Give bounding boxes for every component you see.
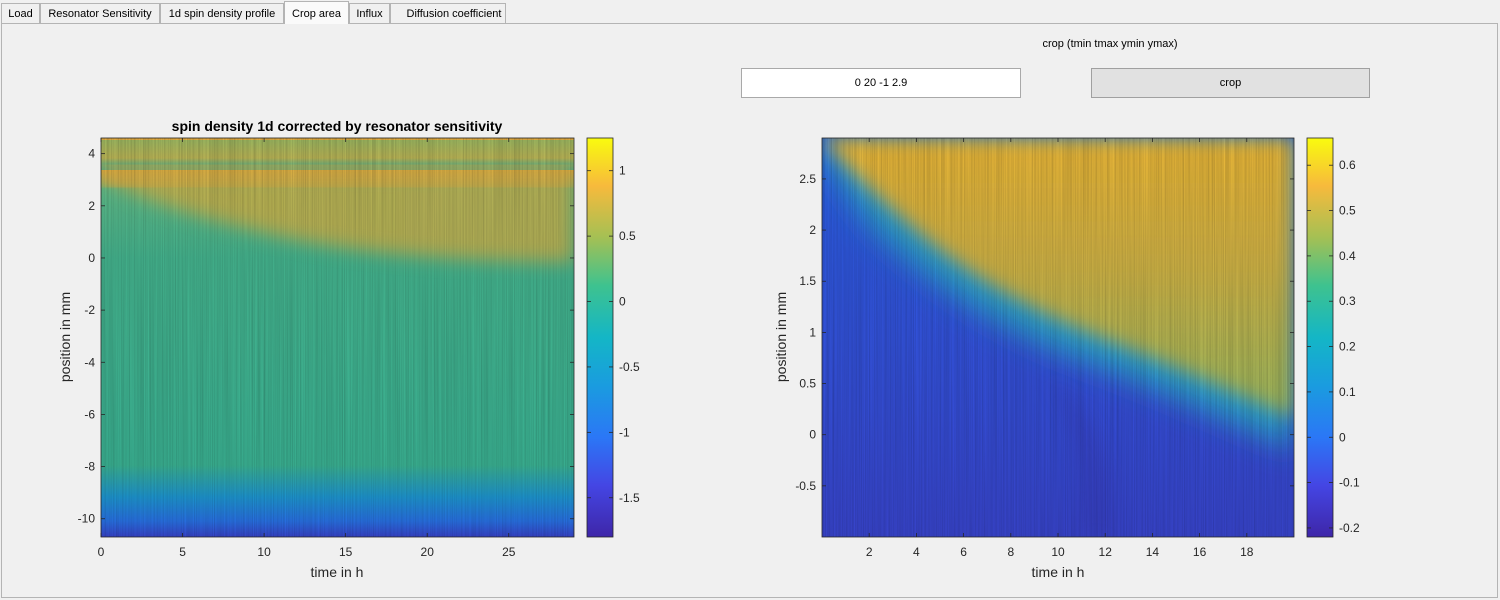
- x-tick-label: 14: [1146, 545, 1160, 559]
- y-tick-label: 4: [88, 147, 95, 161]
- colorbar-tick-label: 0.2: [1339, 340, 1356, 354]
- colorbar-tick-label: 0.6: [1339, 158, 1356, 172]
- crop-label: crop (tmin tmax ymin ymax): [1042, 38, 1178, 50]
- colorbar-tick-label: 0.4: [1339, 249, 1356, 263]
- x-tick-label: 2: [866, 545, 873, 559]
- colorbar-tick-label: -0.2: [1339, 521, 1360, 535]
- colorbar-tick-label: 0.5: [619, 229, 636, 243]
- heatmap-2: 2 4 6 8 10 12 14 16 18 2.5 2 1.5 1 0.5 0 -0.5 time in h…: [773, 137, 1360, 580]
- heatmap-1-axes-box: [100, 137, 575, 538]
- colorbar-tick-label: 0.3: [1339, 294, 1356, 308]
- y-tick-label: 0: [809, 428, 816, 442]
- colorbar-tick-label: 0.5: [1339, 204, 1356, 218]
- heatmap-1-xlabel: time in h: [311, 564, 364, 580]
- tab-influx[interactable]: Influx: [349, 3, 390, 23]
- colorbar-tick-label: -0.1: [1339, 476, 1360, 490]
- y-tick-label: -0.5: [795, 479, 816, 493]
- tab-diffusion-coefficient[interactable]: Diffusion coefficient: [390, 3, 506, 23]
- y-tick-label: 1.5: [799, 274, 816, 288]
- heatmap-2-ylabel: position in mm: [773, 292, 789, 382]
- crop-button[interactable]: crop: [1091, 68, 1370, 98]
- x-tick-label: 15: [339, 545, 353, 559]
- tab-1d-spin-density-profile[interactable]: 1d spin density profile: [160, 3, 284, 23]
- colorbar-tick-label: -1.5: [619, 491, 640, 505]
- x-tick-label: 10: [257, 545, 271, 559]
- x-tick-label: 18: [1240, 545, 1254, 559]
- x-tick-label: 16: [1193, 545, 1207, 559]
- x-tick-label: 25: [502, 545, 516, 559]
- colorbar-tick-label: 0: [1339, 430, 1346, 444]
- x-tick-label: 5: [179, 545, 186, 559]
- y-tick-label: -8: [84, 460, 95, 474]
- x-tick-label: 12: [1099, 545, 1113, 559]
- y-tick-label: 0.5: [799, 377, 816, 391]
- y-tick-label: -2: [84, 303, 95, 317]
- tab-load[interactable]: Load: [1, 3, 40, 23]
- y-tick-label: -10: [78, 512, 96, 526]
- heatmap-2-xlabel: time in h: [1032, 564, 1085, 580]
- y-tick-label: -4: [84, 355, 95, 369]
- colorbar-1: [586, 137, 614, 538]
- heatmap-1-title: spin density 1d corrected by resonator s…: [172, 118, 503, 134]
- colorbar-tick-label: 1: [619, 164, 626, 178]
- y-tick-label: 0: [88, 251, 95, 265]
- tab-resonator-sensitivity[interactable]: Resonator Sensitivity: [40, 3, 160, 23]
- x-tick-label: 20: [421, 545, 435, 559]
- heatmap-2-axes: 2 4 6 8 10 12 14 16 18 2.5 2 1.5 1 0.5 0 -0.5: [795, 138, 1294, 559]
- x-tick-label: 0: [98, 545, 105, 559]
- heatmap-1-texture: [101, 138, 574, 537]
- x-tick-label: 10: [1051, 545, 1065, 559]
- y-tick-label: 1: [809, 325, 816, 339]
- colorbar-tick-label: 0.1: [1339, 385, 1356, 399]
- crop-input[interactable]: [741, 68, 1021, 98]
- x-tick-label: 4: [913, 545, 920, 559]
- colorbar-1-ticks: 1 0.5 0 -0.5 -1 -1.5: [587, 164, 640, 505]
- y-tick-label: 2: [809, 223, 816, 237]
- y-tick-label: -6: [84, 407, 95, 421]
- colorbar-tick-label: 0: [619, 295, 626, 309]
- tab-bar: Load Resonator Sensitivity 1d spin densi…: [0, 0, 1500, 24]
- x-tick-label: 6: [960, 545, 967, 559]
- colorbar-tick-label: -1: [619, 425, 630, 439]
- y-tick-label: 2: [88, 199, 95, 213]
- tab-crop-area[interactable]: Crop area: [284, 1, 349, 24]
- heatmap-1-ylabel: position in mm: [57, 292, 73, 382]
- colorbar-2: [1306, 137, 1334, 538]
- colorbar-2-ticks: 0.6 0.5 0.4 0.3 0.2 0.1 0 -0.1 -0.2: [1307, 158, 1360, 535]
- colorbar-tick-label: -0.5: [619, 360, 640, 374]
- x-tick-label: 8: [1007, 545, 1014, 559]
- heatmap-2-texture: [822, 138, 1294, 537]
- y-tick-label: 2.5: [799, 172, 816, 186]
